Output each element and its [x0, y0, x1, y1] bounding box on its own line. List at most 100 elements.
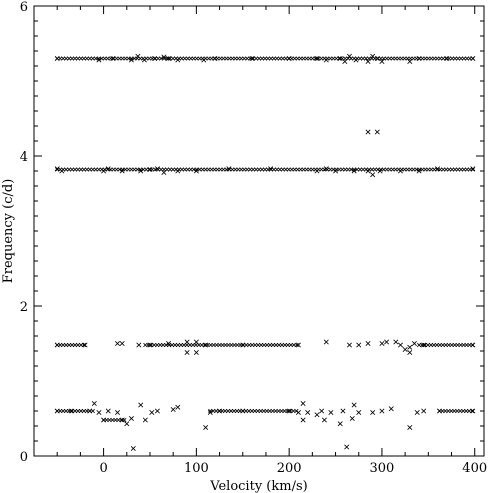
data-point: [194, 167, 199, 172]
data-point: [346, 53, 352, 59]
data-point: [251, 56, 256, 61]
data-point: [319, 56, 324, 61]
data-point: [239, 56, 244, 61]
data-point: [340, 167, 345, 172]
data-point: [283, 56, 288, 61]
data-point: [372, 167, 377, 172]
data-point: [388, 406, 394, 412]
data-point: [185, 167, 190, 172]
data-point: [295, 167, 300, 172]
data-point: [187, 342, 192, 348]
data-point: [387, 56, 392, 61]
data-point: [298, 167, 303, 172]
data-point: [405, 56, 410, 61]
data-point: [226, 342, 231, 348]
data-point: [156, 167, 161, 172]
data-point: [55, 167, 60, 172]
data-point: [421, 408, 427, 414]
data-point: [267, 408, 272, 414]
data-point: [173, 167, 179, 172]
data-point: [313, 167, 318, 172]
data-point: [283, 167, 288, 172]
data-point: [337, 167, 342, 172]
data-point: [147, 167, 152, 172]
data-point: [352, 56, 357, 61]
data-point: [455, 408, 460, 414]
data-point: [72, 408, 78, 414]
data-point: [64, 342, 69, 348]
data-point: [446, 342, 451, 348]
data-point: [429, 56, 434, 61]
data-point: [248, 56, 253, 61]
data-point: [167, 342, 172, 348]
data-point: [175, 342, 181, 348]
data-point: [246, 408, 251, 414]
data-point: [407, 425, 413, 430]
data-point: [295, 56, 300, 61]
data-point: [393, 339, 399, 345]
data-point: [120, 56, 125, 61]
data-point: [307, 56, 312, 61]
data-point: [464, 342, 469, 348]
data-point: [150, 56, 155, 61]
data-point: [319, 408, 325, 414]
data-point: [119, 417, 125, 423]
data-point: [128, 57, 134, 63]
data-point: [99, 167, 104, 172]
data-point: [461, 167, 467, 172]
data-point: [396, 167, 401, 172]
data-point: [191, 56, 196, 61]
data-point: [105, 56, 110, 61]
data-point: [379, 408, 385, 414]
data-point: [470, 408, 475, 414]
data-point: [437, 408, 442, 414]
data-point: [206, 167, 211, 172]
data-point: [452, 56, 458, 61]
data-point: [366, 56, 372, 61]
data-point: [153, 167, 158, 172]
data-points: [54, 53, 476, 451]
data-point: [75, 408, 81, 414]
data-point: [444, 56, 450, 61]
data-point: [239, 167, 244, 172]
data-point: [435, 56, 440, 61]
data-point: [285, 342, 290, 348]
data-point: [190, 342, 195, 348]
data-point: [164, 167, 170, 172]
data-point: [288, 342, 293, 348]
data-point: [72, 56, 78, 61]
data-point: [159, 167, 164, 172]
data-point: [282, 408, 287, 414]
data-point: [458, 342, 463, 348]
data-point: [276, 408, 281, 414]
data-point: [374, 129, 380, 135]
data-point: [470, 342, 475, 348]
data-point: [161, 342, 166, 348]
data-point: [398, 342, 403, 348]
data-point: [304, 167, 309, 172]
data-point: [310, 167, 315, 172]
data-point: [110, 417, 115, 423]
data-point: [259, 342, 264, 348]
y-tick-label: 2: [20, 300, 28, 315]
data-point: [138, 167, 143, 172]
data-point: [152, 342, 157, 348]
data-point: [423, 56, 428, 61]
data-point: [334, 167, 339, 172]
data-point: [379, 341, 385, 346]
data-point: [279, 342, 285, 348]
data-point: [431, 342, 436, 348]
data-point: [184, 342, 189, 348]
data-point: [96, 410, 102, 415]
data-point: [464, 56, 470, 61]
data-point: [229, 342, 234, 348]
data-point: [61, 56, 66, 61]
data-point: [69, 342, 75, 348]
data-point: [75, 167, 81, 172]
data-point: [236, 56, 241, 61]
data-point: [81, 408, 87, 414]
data-point: [78, 408, 84, 414]
data-point: [407, 59, 413, 64]
data-point: [199, 342, 204, 348]
data-point: [115, 341, 120, 346]
